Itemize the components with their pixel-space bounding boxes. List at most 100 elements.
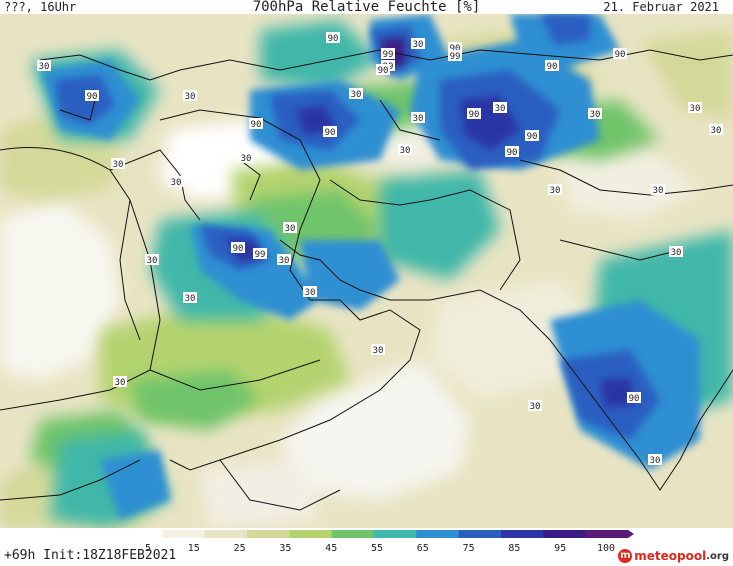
- colorbar-tick-label: 100: [597, 543, 615, 554]
- contour-label-bg: [371, 344, 385, 355]
- init-label: +69h Init:18Z18FEB2021: [4, 548, 177, 563]
- contour-label-bg: [448, 42, 462, 53]
- contour-label-bg: [545, 60, 559, 71]
- colorbar-swatch: [204, 530, 248, 538]
- contour-label-bg: [525, 130, 539, 141]
- contour-label: 90: [469, 110, 480, 120]
- contour-label: 90: [547, 62, 558, 72]
- contour-label-bg: [588, 108, 602, 119]
- contour-label: 30: [653, 186, 664, 196]
- contour-label: 30: [185, 294, 196, 304]
- contour-label: 30: [530, 402, 541, 412]
- colorbar-tick-label: 5: [145, 543, 151, 554]
- colorbar-tick-label: 65: [417, 543, 429, 554]
- colorbar-tick-label: 75: [463, 543, 475, 554]
- run-label: ???, 16Uhr: [4, 0, 77, 14]
- contour-label-bg: [381, 48, 395, 59]
- colorbar-swatch: [543, 530, 587, 538]
- brand-name: meteopool: [634, 549, 707, 563]
- colorbar-swatch: [120, 530, 163, 538]
- contour-label-bg: [627, 392, 641, 403]
- contour-label: 90: [251, 120, 262, 130]
- contour-label-bg: [303, 286, 317, 297]
- contour-label: 30: [305, 288, 316, 298]
- contour-label-bg: [688, 102, 702, 113]
- contour-label: 30: [373, 346, 384, 356]
- contour-label: 30: [147, 256, 158, 266]
- contour-label: 30: [285, 224, 296, 234]
- contour-label-bg: [651, 184, 665, 195]
- colorbar-tick-label: 35: [279, 543, 291, 554]
- contour-label-bg: [398, 144, 412, 155]
- colorbar-tick-label: 15: [188, 543, 200, 554]
- colorbar: 5 15 25 35 45 55 65 75 85 95 100: [120, 530, 634, 554]
- contour-label-bg: [145, 254, 159, 265]
- contour-label: 90: [615, 50, 626, 60]
- contour-label: 30: [185, 92, 196, 102]
- contour-label: 99: [450, 52, 461, 62]
- contour-label: 30: [171, 178, 182, 188]
- contour-labels: 9099909999903030909090903090903090903030…: [37, 32, 723, 466]
- humidity-shading: [0, 14, 733, 528]
- colorbar-swatch: [501, 530, 544, 538]
- contour-label: 30: [690, 104, 701, 114]
- contour-label-bg: [113, 376, 127, 387]
- contour-label: 90: [328, 34, 339, 44]
- contour-label-bg: [648, 454, 662, 465]
- colorbar-tick-label: 85: [508, 543, 520, 554]
- contour-label: 30: [241, 154, 252, 164]
- contour-label-bg: [231, 242, 245, 253]
- contour-label: 90: [507, 148, 518, 158]
- colorbar-swatch: [331, 530, 375, 538]
- contour-label-bg: [613, 48, 627, 59]
- contour-label-bg: [37, 60, 51, 71]
- contour-label-bg: [277, 254, 291, 265]
- contour-label-bg: [169, 176, 183, 187]
- contour-label: 30: [351, 90, 362, 100]
- brand-tld: .org: [706, 550, 729, 562]
- contour-label-bg: [411, 38, 425, 49]
- contour-label: 30: [671, 248, 682, 258]
- contour-label-bg: [183, 90, 197, 101]
- contour-label-bg: [493, 102, 507, 113]
- contour-label: 30: [279, 256, 290, 266]
- contour-label: 90: [527, 132, 538, 142]
- colorbar-tick-label: 25: [234, 543, 246, 554]
- contour-label-bg: [448, 50, 462, 61]
- brand-logo[interactable]: m meteopool .org: [618, 549, 729, 563]
- contour-label-bg: [349, 88, 363, 99]
- colorbar-swatch: [374, 530, 417, 538]
- colorbar-swatch: [289, 530, 333, 538]
- contour-label: 30: [590, 110, 601, 120]
- contour-label-bg: [709, 124, 723, 135]
- contour-label: 30: [711, 126, 722, 136]
- contour-label-bg: [326, 32, 340, 43]
- colorbar-swatch: [247, 530, 290, 538]
- contour-label-bg: [505, 146, 519, 157]
- contour-label-bg: [183, 292, 197, 303]
- contour-label: 30: [39, 62, 50, 72]
- coastlines: [0, 49, 733, 511]
- contour-label: 90: [378, 66, 389, 76]
- contour-label-bg: [669, 246, 683, 257]
- contour-label: 90: [325, 128, 336, 138]
- contour-label: 30: [413, 114, 424, 124]
- contour-label: 90: [87, 92, 98, 102]
- contour-label: 30: [413, 40, 424, 50]
- contour-label-bg: [323, 126, 337, 137]
- colorbar-swatch: [162, 530, 206, 538]
- contour-label-bg: [411, 112, 425, 123]
- colorbar-swatch: [416, 530, 460, 538]
- contour-label-bg: [253, 248, 267, 259]
- contour-label: 99: [255, 250, 266, 260]
- contour-label-bg: [283, 222, 297, 233]
- brand-icon: m: [618, 549, 633, 563]
- colorbar-swatch: [458, 530, 502, 538]
- contour-label-bg: [467, 108, 481, 119]
- contour-label: 30: [400, 146, 411, 156]
- contour-label: 99: [383, 50, 394, 60]
- contour-label: 30: [115, 378, 126, 388]
- contour-label: 90: [450, 44, 461, 54]
